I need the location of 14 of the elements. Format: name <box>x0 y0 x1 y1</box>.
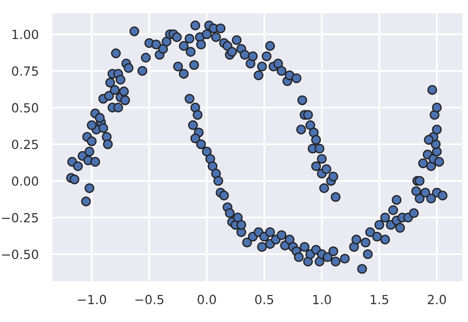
x-tick-label: 0.5 <box>255 294 274 304</box>
y-tick-label: 0.75 <box>12 66 38 76</box>
y-tick-label: 0.50 <box>12 103 38 112</box>
x-tick-label: 0.0 <box>198 294 216 304</box>
x-tick-label: −0.5 <box>135 294 164 304</box>
x-tick-label: −1.0 <box>78 294 106 304</box>
y-tick-label: 0.25 <box>12 140 38 150</box>
x-tick-label: 1.0 <box>313 294 331 304</box>
y-tick-label: 0.00 <box>12 176 38 186</box>
x-tick-label: 2.0 <box>428 294 446 304</box>
y-tick-label: 1.00 <box>12 30 38 40</box>
y-tick-label: −0.50 <box>2 250 38 260</box>
y-tick-label: −0.25 <box>2 213 38 222</box>
x-tick-label: 1.5 <box>370 294 388 304</box>
